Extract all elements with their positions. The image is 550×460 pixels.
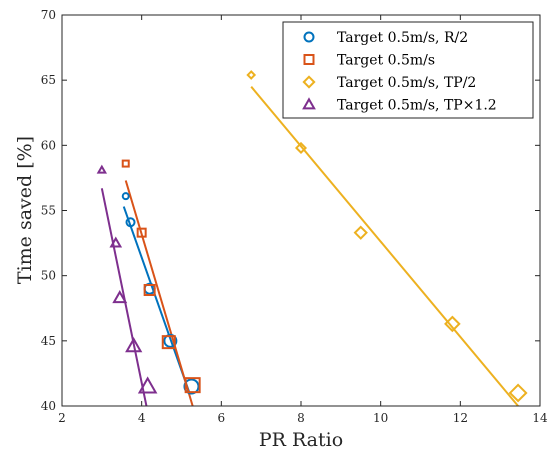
- data-point-series-2: [444, 315, 461, 333]
- legend-marker: [302, 97, 316, 110]
- legend-entry: Target 0.5m/s, TP/2: [337, 75, 476, 91]
- x-tick-label: 8: [297, 411, 305, 425]
- x-tick-label: 12: [453, 411, 468, 425]
- data-point-series-1: [121, 159, 130, 168]
- y-tick-label: 65: [41, 73, 56, 87]
- legend-marker: [303, 31, 315, 43]
- legend-entry: Target 0.5m/s, R/2: [337, 30, 468, 46]
- fit-line-series-2: [250, 86, 519, 407]
- data-point-series-2: [294, 141, 308, 154]
- legend-entry: Target 0.5m/s, TP×1.2: [337, 98, 497, 114]
- y-tick-label: 60: [41, 138, 56, 152]
- data-point-series-3: [96, 164, 108, 174]
- data-point-series-1: [136, 227, 147, 238]
- x-tick-label: 10: [373, 411, 388, 425]
- data-point-series-3: [125, 337, 143, 353]
- data-point-series-0: [183, 378, 200, 395]
- data-point-series-0: [163, 333, 178, 348]
- fit-line-series-1: [124, 180, 194, 407]
- data-point-series-0: [121, 192, 130, 201]
- y-tick-label: 55: [41, 204, 56, 218]
- data-point-series-1: [143, 284, 156, 297]
- data-point-series-3: [112, 290, 128, 304]
- data-markers: [96, 70, 528, 403]
- y-tick-label: 70: [41, 8, 56, 22]
- fit-lines: [100, 86, 519, 407]
- legend-marker: [303, 54, 315, 65]
- data-point-series-1: [161, 335, 176, 350]
- y-axis-label: Time saved [%]: [14, 136, 36, 284]
- y-tick-label: 40: [41, 399, 56, 413]
- data-point-series-2: [353, 225, 368, 240]
- x-tick-label: 4: [138, 411, 146, 425]
- tick-labels: 2 4 6 8 10 12 14 40 45 50 55 60 65 70: [41, 8, 548, 425]
- plot-frame: [61, 14, 541, 407]
- x-tick-label: 14: [532, 411, 548, 425]
- data-point-series-3: [137, 376, 158, 394]
- data-point-series-2: [246, 70, 257, 80]
- legend-box: [282, 21, 534, 119]
- x-tick-label: 6: [218, 411, 226, 425]
- data-point-series-2: [508, 383, 528, 403]
- data-point-series-1: [184, 377, 201, 394]
- data-point-series-3: [109, 236, 123, 248]
- legend-entry: Target 0.5m/s: [337, 53, 435, 69]
- fit-line-series-0: [122, 206, 191, 394]
- fit-line-series-3: [100, 188, 148, 407]
- x-tick-label: 2: [58, 411, 66, 425]
- legend: Target 0.5m/s, R/2 Target 0.5m/s Target 0.…: [282, 21, 534, 119]
- data-point-series-0: [125, 217, 136, 228]
- x-axis-label: PR Ratio: [259, 429, 343, 451]
- y-tick-label: 45: [41, 334, 56, 348]
- y-tick-label: 50: [41, 269, 56, 283]
- legend-marker: [302, 75, 316, 89]
